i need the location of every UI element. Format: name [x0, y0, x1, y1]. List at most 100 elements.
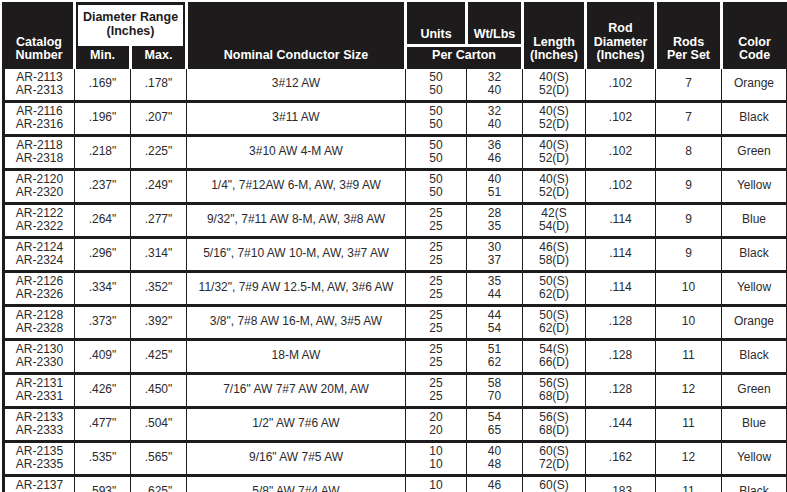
catalog-number-double: AR-2322	[7, 220, 72, 234]
units-single-value: 10	[408, 445, 464, 459]
catalog-number-single: AR-2128	[7, 309, 72, 323]
diameter-min-cell: .218"	[75, 135, 131, 169]
catalog-number-single: AR-2133	[7, 411, 72, 425]
length-single-value: 46(S)	[525, 241, 583, 255]
color-code-cell: Orange	[722, 305, 787, 339]
rods-per-set-cell: 11	[656, 339, 722, 373]
catalog-number-single: AR-2118	[7, 139, 72, 153]
color-code-cell: Blue	[722, 407, 787, 441]
length-double-value: 52(D)	[525, 118, 583, 132]
length-double-value: 52(D)	[525, 186, 583, 200]
weight-single-value: 36	[469, 139, 520, 153]
conductor-size-cell: 18-M AW	[187, 339, 406, 373]
weight-cell: 46 56	[467, 475, 523, 492]
col-header-per-carton: Per Carton	[406, 46, 523, 68]
weight-cell: 35 44	[467, 271, 523, 305]
conductor-size-cell: 3/8", 7#8 AW 16-M, AW, 3#5 AW	[187, 305, 406, 339]
catalog-number-single: AR-2130	[7, 343, 72, 357]
rod-diameter-cell: .102	[586, 135, 656, 169]
units-per-carton-cell: 50 50	[406, 101, 467, 135]
rod-diameter-cell: .144	[586, 407, 656, 441]
catalog-number-double: AR-2324	[7, 254, 72, 268]
weight-single-value: 51	[469, 343, 520, 357]
length-single-value: 40(S)	[525, 71, 583, 85]
weight-double-value: 62	[469, 356, 520, 370]
weight-cell: 36 46	[467, 135, 523, 169]
weight-cell: 28 35	[467, 203, 523, 237]
color-code-cell: Orange	[722, 67, 787, 101]
length-double-value: 62(D)	[525, 322, 583, 336]
catalog-number-cell: AR-2137 AR-2337	[4, 475, 75, 492]
diameter-min-cell: .535"	[75, 441, 131, 475]
rods-per-set-cell: 12	[656, 373, 722, 407]
weight-cell: 32 40	[467, 101, 523, 135]
units-per-carton-cell: 25 25	[406, 339, 467, 373]
catalog-number-single: AR-2135	[7, 445, 72, 459]
rods-per-set-cell: 9	[656, 237, 722, 271]
units-double-value: 50	[408, 118, 464, 132]
rods-per-set-cell: 7	[656, 67, 722, 101]
weight-single-value: 40	[469, 173, 520, 187]
catalog-number-cell: AR-2118 AR-2318	[4, 135, 75, 169]
units-single-value: 25	[408, 309, 464, 323]
length-double-value: 52(D)	[525, 84, 583, 98]
table-row: AR-2120 AR-2320 .237" .249" 1/4", 7#12AW…	[4, 169, 787, 203]
col-header-conductor-size: Nominal Conductor Size	[187, 4, 406, 68]
table-row: AR-2131 AR-2331 .426" .450" 7/16" AW 7#7…	[4, 373, 787, 407]
weight-double-value: 44	[469, 288, 520, 302]
length-single-value: 40(S)	[525, 139, 583, 153]
units-single-value: 50	[408, 71, 464, 85]
weight-double-value: 35	[469, 220, 520, 234]
weight-single-value: 32	[469, 105, 520, 119]
diameter-min-cell: .237"	[75, 169, 131, 203]
catalog-number-cell: AR-2131 AR-2331	[4, 373, 75, 407]
conductor-size-cell: 3#12 AW	[187, 67, 406, 101]
rod-diameter-cell: .102	[586, 101, 656, 135]
col-header-color-code: Color Code	[722, 4, 787, 68]
diameter-min-cell: .196"	[75, 101, 131, 135]
armor-rod-spec-table: Catalog Number Diameter Range (Inches) N…	[2, 2, 787, 492]
table-row: AR-2137 AR-2337 .593" .625" 5/8" AW 7#4 …	[4, 475, 787, 492]
catalog-number-single: AR-2131	[7, 377, 72, 391]
units-single-value: 25	[408, 275, 464, 289]
length-double-value: 72(D)	[525, 458, 583, 472]
length-cell: 50(S) 62(D)	[523, 271, 586, 305]
col-header-min: Min.	[75, 46, 131, 68]
diameter-max-cell: .425"	[131, 339, 187, 373]
length-single-value: 40(S)	[525, 105, 583, 119]
rods-per-set-cell: 11	[656, 475, 722, 492]
weight-single-value: 32	[469, 71, 520, 85]
conductor-size-cell: 3#11 AW	[187, 101, 406, 135]
units-per-carton-cell: 10 10	[406, 475, 467, 492]
color-code-cell: Black	[722, 339, 787, 373]
diameter-max-cell: .277"	[131, 203, 187, 237]
units-double-value: 25	[408, 220, 464, 234]
table-row: AR-2116 AR-2316 .196" .207" 3#11 AW 50 5…	[4, 101, 787, 135]
rod-diameter-cell: .162	[586, 441, 656, 475]
col-header-diameter-range: Diameter Range (Inches)	[75, 4, 187, 46]
color-code-cell: Black	[722, 237, 787, 271]
color-code-cell: Blue	[722, 203, 787, 237]
weight-cell: 44 54	[467, 305, 523, 339]
conductor-size-cell: 1/4", 7#12AW 6-M, AW, 3#9 AW	[187, 169, 406, 203]
length-double-value: 68(D)	[525, 390, 583, 404]
length-single-value: 42(S	[525, 207, 583, 221]
units-per-carton-cell: 10 10	[406, 441, 467, 475]
units-double-value: 50	[408, 152, 464, 166]
table-row: AR-2128 AR-2328 .373" .392" 3/8", 7#8 AW…	[4, 305, 787, 339]
length-double-value: 54(D)	[525, 220, 583, 234]
units-double-value: 50	[408, 186, 464, 200]
catalog-number-single: AR-2116	[7, 105, 72, 119]
table-row: AR-2122 AR-2322 .264" .277" 9/32", 7#11 …	[4, 203, 787, 237]
length-double-value: 58(D)	[525, 254, 583, 268]
color-code-cell: Green	[722, 135, 787, 169]
catalog-number-single: AR-2124	[7, 241, 72, 255]
units-double-value: 10	[408, 458, 464, 472]
catalog-number-single: AR-2122	[7, 207, 72, 221]
conductor-size-cell: 9/16" AW 7#5 AW	[187, 441, 406, 475]
weight-single-value: 54	[469, 411, 520, 425]
diameter-max-cell: .314"	[131, 237, 187, 271]
table-row: AR-2118 AR-2318 .218" .225" 3#10 AW 4-M …	[4, 135, 787, 169]
catalog-number-cell: AR-2128 AR-2328	[4, 305, 75, 339]
catalog-number-double: AR-2330	[7, 356, 72, 370]
